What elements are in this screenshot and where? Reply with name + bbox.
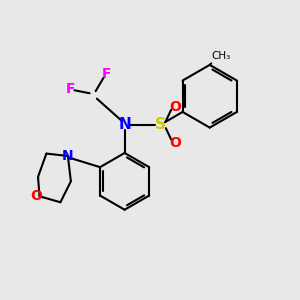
Text: N: N: [118, 117, 131, 132]
Text: O: O: [169, 100, 181, 114]
Text: CH₃: CH₃: [211, 51, 230, 61]
Text: F: F: [102, 67, 112, 81]
Text: F: F: [66, 82, 76, 96]
Text: N: N: [62, 149, 74, 163]
Text: S: S: [155, 117, 166, 132]
Text: O: O: [169, 136, 181, 149]
Text: O: O: [30, 189, 42, 203]
